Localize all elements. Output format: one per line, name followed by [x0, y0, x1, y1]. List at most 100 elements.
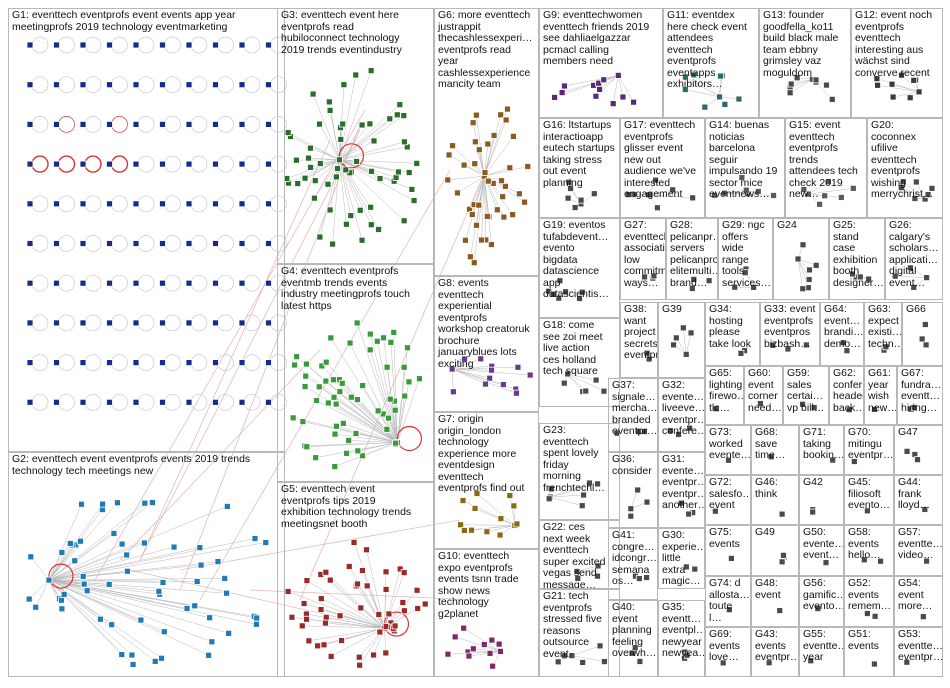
- node: [594, 572, 601, 580]
- edge: [397, 396, 405, 443]
- node: [400, 363, 408, 371]
- node: [375, 611, 383, 618]
- node: [53, 200, 60, 208]
- edge: [339, 124, 363, 160]
- node: [501, 182, 509, 190]
- group-panel-g54: G54: event more…: [894, 576, 943, 627]
- node: [449, 388, 457, 396]
- edge: [349, 342, 398, 443]
- group-panel-g30: G30: experie… little extra magic…: [658, 528, 705, 589]
- node: [298, 622, 306, 630]
- node: [330, 376, 337, 384]
- group-panel-g9: G9: eventtechwomen eventtech friends 201…: [539, 8, 663, 118]
- node: [514, 363, 522, 371]
- edge: [550, 482, 590, 498]
- node: [483, 212, 491, 220]
- node: [332, 173, 340, 181]
- edge: [333, 397, 398, 443]
- node: [159, 200, 166, 208]
- group-panel-g71: G71: taking bookin…: [799, 425, 844, 475]
- edge: [288, 159, 340, 184]
- edge: [484, 136, 514, 177]
- edge: [331, 627, 385, 657]
- edge: [360, 607, 385, 629]
- node: [784, 345, 792, 353]
- node: [915, 88, 923, 96]
- node: [891, 272, 899, 280]
- node: [320, 641, 328, 649]
- node: [367, 67, 375, 75]
- group-panel-g75: G75: events: [705, 525, 751, 576]
- node: [914, 456, 921, 464]
- node: [342, 166, 350, 174]
- edge: [447, 175, 485, 181]
- group-label: G43: events eventpr…: [755, 628, 799, 663]
- node: [312, 454, 320, 462]
- node: [413, 586, 421, 594]
- node: [193, 578, 201, 585]
- edge: [370, 334, 398, 443]
- node: [489, 662, 497, 670]
- node: [79, 121, 87, 128]
- node: [326, 206, 334, 214]
- node: [80, 580, 88, 588]
- node: [288, 613, 296, 621]
- node: [336, 388, 344, 396]
- node: [357, 604, 365, 612]
- node: [468, 211, 476, 218]
- edge: [509, 495, 516, 526]
- group-panel-g61: G61: year wish new…: [864, 366, 897, 425]
- node: [305, 637, 313, 645]
- node: [141, 539, 148, 547]
- node: [307, 164, 314, 171]
- edge: [339, 159, 351, 216]
- node: [470, 259, 478, 267]
- edge: [462, 500, 515, 526]
- node: [137, 616, 145, 624]
- node: [265, 121, 272, 128]
- group-label: G61: year wish new…: [868, 367, 897, 414]
- node: [414, 605, 422, 612]
- node: [650, 272, 658, 280]
- edge: [484, 167, 510, 177]
- node: [185, 279, 193, 287]
- group-panel-g55: G55: eventte… year: [799, 627, 844, 677]
- node: [444, 176, 452, 184]
- node: [262, 539, 270, 546]
- edge: [388, 418, 398, 443]
- node: [462, 236, 469, 244]
- node: [79, 319, 87, 327]
- node: [928, 184, 936, 192]
- group-panel-g66: G66: [902, 302, 943, 366]
- node: [303, 615, 310, 623]
- edge: [481, 176, 485, 241]
- node: [183, 605, 191, 612]
- node: [712, 405, 720, 413]
- edge: [306, 442, 398, 447]
- group-label: G24: [777, 219, 797, 231]
- node: [78, 500, 85, 508]
- group-panel-g67: G67: fundra… eventt… hiring…: [897, 366, 943, 425]
- edge: [339, 74, 356, 160]
- edge: [339, 159, 412, 190]
- edge: [308, 627, 385, 642]
- group-label: G71: taking bookin…: [803, 426, 844, 461]
- edge: [299, 159, 491, 601]
- node: [185, 81, 193, 89]
- node: [486, 374, 494, 382]
- node: [359, 452, 366, 460]
- edge: [397, 378, 420, 443]
- node: [318, 362, 326, 370]
- node: [910, 76, 918, 84]
- node: [58, 605, 66, 613]
- group-panel-g32: G32: evente… liveeve… eventpr… confere…: [658, 378, 705, 452]
- node: [155, 587, 163, 595]
- group-panel-g69: G69: events love…: [705, 627, 751, 677]
- edge: [451, 369, 454, 392]
- node: [324, 399, 332, 407]
- edge: [397, 367, 405, 443]
- edge: [452, 367, 518, 370]
- node: [404, 344, 411, 352]
- node: [681, 73, 689, 81]
- node: [825, 178, 832, 186]
